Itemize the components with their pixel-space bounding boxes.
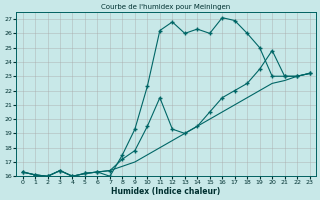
X-axis label: Humidex (Indice chaleur): Humidex (Indice chaleur) <box>111 187 221 196</box>
Title: Courbe de l'humidex pour Meiningen: Courbe de l'humidex pour Meiningen <box>101 4 231 10</box>
